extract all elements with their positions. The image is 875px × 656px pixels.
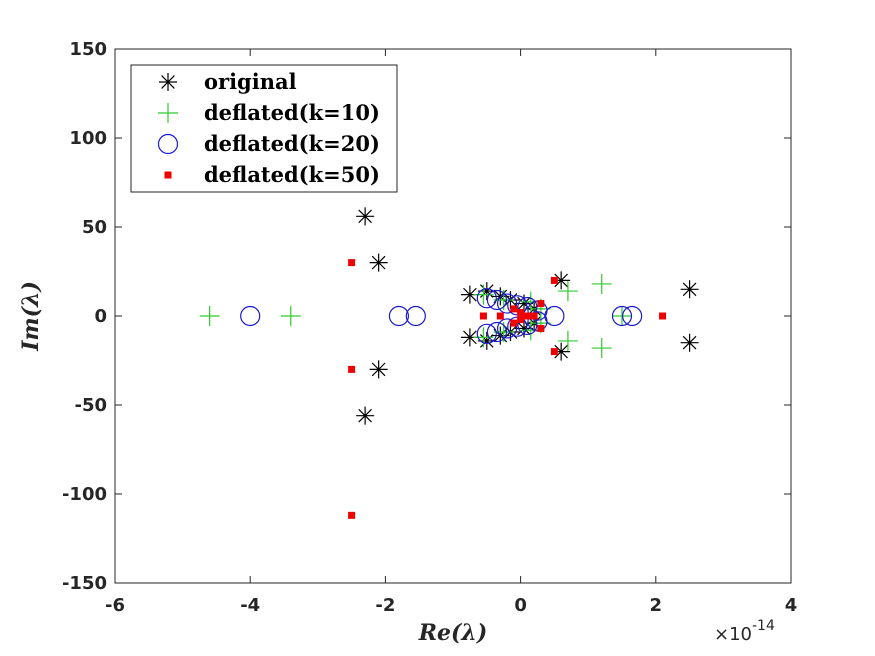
legend-marker-circle (157, 133, 179, 155)
y-tick-label: 0 (94, 306, 107, 327)
point-plus-11 (557, 330, 578, 351)
point-plus-0 (199, 306, 220, 326)
point-plus-13 (591, 338, 612, 359)
point-circle-2 (405, 305, 426, 327)
point-plus-2 (473, 284, 494, 305)
point-circle-3 (476, 288, 497, 309)
point-plus-3 (473, 327, 494, 348)
point-square-9 (523, 312, 531, 320)
point-asterisk-7 (477, 331, 496, 350)
point-plus-10 (557, 281, 578, 302)
y-tick-label: 50 (82, 217, 107, 238)
legend-entry: original (159, 69, 297, 94)
x-tick-label: -4 (240, 595, 260, 616)
legend-label: deflated(k=50) (204, 162, 380, 187)
x-tick-label: 2 (650, 595, 663, 616)
point-square-6 (510, 319, 518, 327)
point-square-12 (537, 324, 545, 332)
point-circle-6 (486, 321, 508, 343)
x-exponent-power: -14 (752, 618, 775, 634)
y-axis-label: Im(λ) (18, 281, 44, 352)
x-tick-label: -2 (375, 595, 395, 616)
point-asterisk-1 (356, 406, 375, 425)
x-exponent-label: ×10-14 (714, 618, 775, 645)
legend-items: original deflated(k=10) deflated(k=20) defl… (157, 69, 380, 187)
point-asterisk-6 (477, 282, 496, 301)
x-axis-label: Re(λ) (418, 620, 488, 646)
point-asterisk-0 (356, 207, 375, 226)
point-circle-15 (544, 305, 565, 327)
y-tick-label: -50 (74, 395, 107, 416)
point-circle-1 (388, 305, 410, 327)
point-asterisk-4 (460, 285, 479, 304)
point-circle-5 (486, 289, 508, 311)
legend: original deflated(k=10) deflated(k=20) defl… (130, 64, 398, 193)
y-tick-label: -150 (62, 573, 107, 594)
point-circle-7 (496, 293, 518, 314)
point-asterisk-3 (369, 360, 388, 379)
point-circle-4 (476, 323, 497, 344)
point-square-0 (348, 259, 356, 267)
point-asterisk-19 (680, 333, 699, 352)
point-square-14 (550, 348, 558, 356)
point-square-15 (659, 312, 667, 320)
point-square-11 (537, 300, 545, 308)
series-square (348, 259, 667, 519)
point-asterisk-16 (552, 271, 571, 290)
point-asterisk-18 (680, 280, 699, 299)
legend-marker-square (164, 171, 172, 179)
point-asterisk-12 (514, 294, 533, 313)
point-square-4 (496, 312, 504, 320)
point-plus-1 (280, 306, 301, 326)
legend-label: deflated(k=20) (204, 131, 380, 156)
x-exponent-base: ×10 (714, 624, 752, 645)
point-square-7 (517, 308, 525, 316)
point-square-13 (550, 276, 558, 284)
series-circle (240, 288, 643, 344)
point-square-5 (510, 305, 518, 313)
legend-marker-plus (158, 103, 178, 123)
point-square-3 (479, 312, 487, 320)
y-tick-label: 100 (69, 128, 107, 149)
point-asterisk-2 (369, 253, 388, 272)
y-tick-label: -100 (62, 484, 107, 505)
point-plus-12 (591, 273, 612, 294)
point-circle-8 (496, 318, 518, 339)
x-tick-label: 0 (514, 595, 527, 616)
legend-marker-asterisk (159, 73, 177, 91)
x-tick-label: -6 (105, 595, 125, 616)
point-plus-14 (612, 306, 632, 326)
point-asterisk-17 (552, 342, 571, 361)
legend-label: deflated(k=10) (204, 100, 380, 125)
legend-entry: deflated(k=10) (158, 100, 380, 125)
point-circle-16 (611, 305, 633, 327)
x-tick-label: 4 (785, 595, 798, 616)
point-circle-17 (622, 305, 643, 327)
point-asterisk-5 (460, 328, 479, 347)
point-square-8 (517, 316, 525, 324)
legend-entry: deflated(k=20) (157, 131, 380, 156)
point-asterisk-13 (514, 319, 533, 338)
point-circle-0 (240, 305, 261, 327)
point-square-2 (348, 511, 356, 519)
y-tick-label: 150 (69, 39, 107, 60)
legend-box (130, 64, 398, 193)
legend-entry: deflated(k=50) (164, 162, 380, 187)
ticks-layer: -6 -4 -2 0 2 4 -150 -100 -50 0 50 100 150 (62, 39, 797, 616)
legend-label: original (204, 69, 297, 94)
point-square-1 (348, 365, 356, 373)
point-square-10 (530, 312, 538, 320)
marks-layer (199, 207, 699, 519)
